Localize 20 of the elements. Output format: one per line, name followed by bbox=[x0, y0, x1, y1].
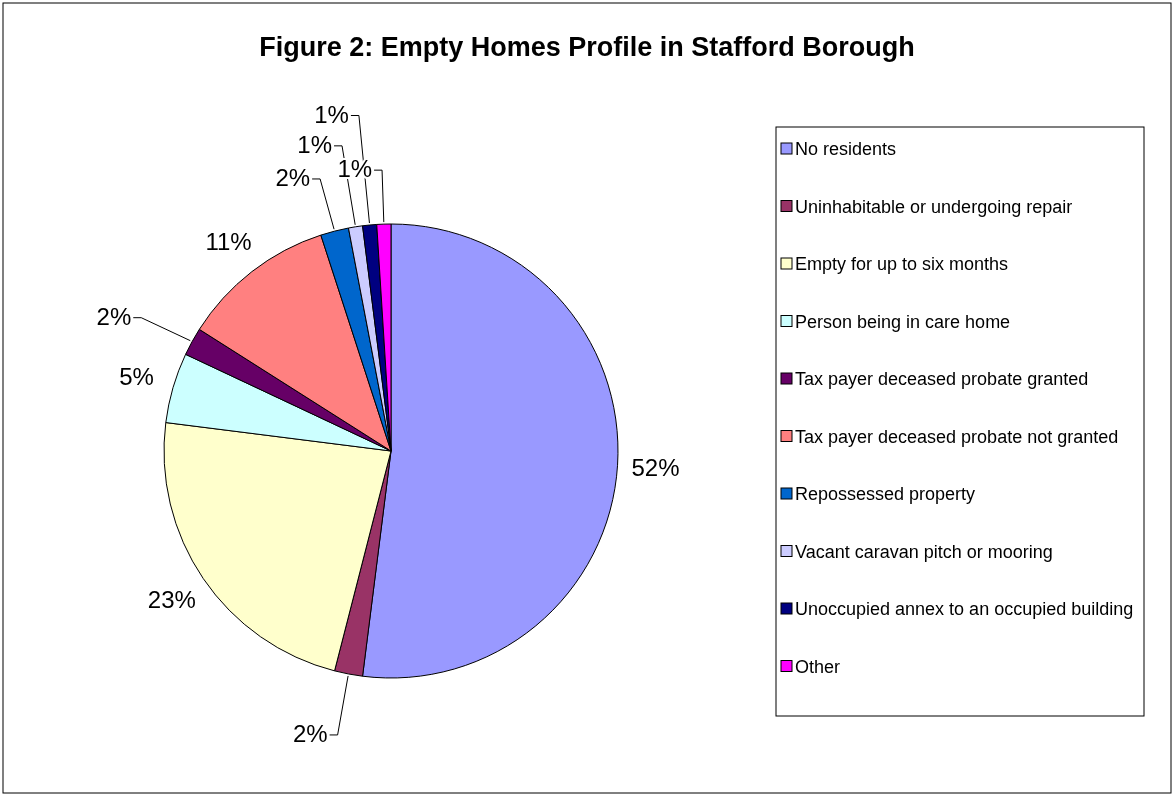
legend-label: Tax payer deceased probate not granted bbox=[795, 426, 1119, 447]
data-label: 1% bbox=[297, 130, 333, 158]
legend-label: Empty for up to six months bbox=[795, 254, 1009, 274]
data-label: 52% bbox=[631, 453, 680, 481]
legend-label: Other bbox=[795, 656, 841, 677]
data-label: 1% bbox=[314, 100, 349, 128]
legend-label: Tax payer deceased probate granted bbox=[795, 369, 1089, 389]
legend-label: Vacant caravan pitch or mooring bbox=[795, 541, 1053, 562]
data-label: 11% bbox=[205, 227, 252, 255]
data-label: 2% bbox=[292, 719, 328, 747]
data-label: 23% bbox=[147, 585, 196, 613]
data-label: 2% bbox=[275, 163, 311, 191]
legend-label: Unoccupied annex to an occupied building bbox=[795, 599, 1134, 619]
legend-label: Uninhabitable or undergoing repair bbox=[795, 196, 1073, 217]
legend-label: No residents bbox=[795, 139, 897, 159]
legend-label: Repossessed property bbox=[795, 484, 976, 504]
data-label: 5% bbox=[119, 363, 154, 391]
data-label: 2% bbox=[96, 302, 132, 330]
legend-label: Person being in care home bbox=[795, 311, 1011, 332]
chart-title: Figure 2: Empty Homes Profile in Stafford Borough bbox=[259, 32, 915, 62]
